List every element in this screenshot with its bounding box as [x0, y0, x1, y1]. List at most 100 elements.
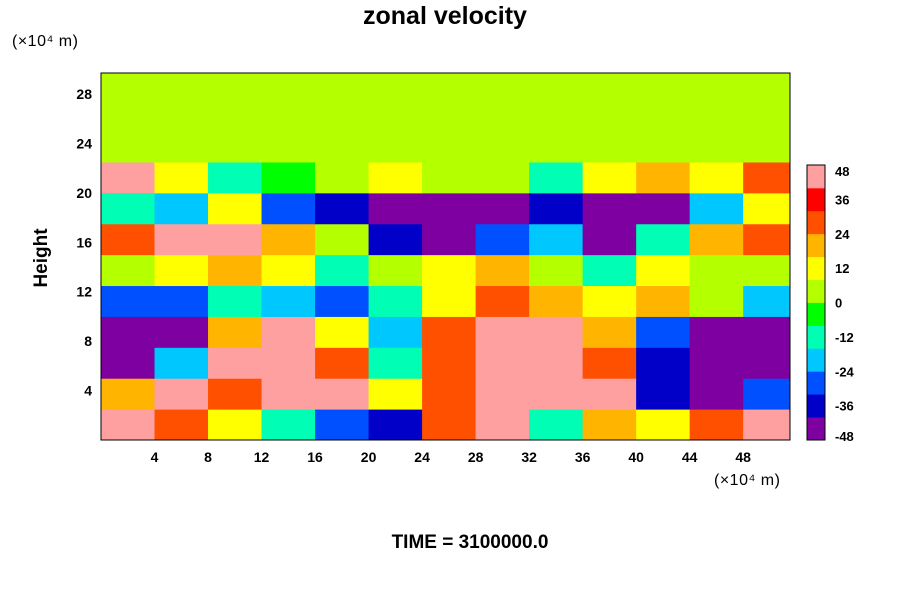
x-tick-label: 48: [735, 449, 751, 465]
heatmap-cell: [582, 254, 637, 287]
y-tick-label: 24: [76, 135, 92, 151]
heatmap-cell: [208, 285, 263, 317]
colorbar-swatch: [807, 187, 825, 212]
y-tick-label: 12: [76, 284, 92, 300]
heatmap-cell: [689, 223, 744, 256]
heatmap-cell: [261, 409, 316, 441]
x-tick-label: 32: [521, 449, 537, 465]
colorbar-tick-label: 36: [835, 192, 849, 207]
heatmap-cell: [582, 378, 637, 410]
heatmap-cell: [475, 73, 530, 101]
heatmap-cell: [422, 254, 477, 287]
x-tick-label: 20: [361, 449, 377, 465]
heatmap-cell: [582, 316, 637, 348]
heatmap-cell: [368, 285, 423, 317]
heatmap-cell: [422, 192, 477, 225]
colorbar-swatch: [807, 348, 825, 372]
colorbar-tick-label: -12: [835, 330, 854, 345]
y-tick-label: 8: [84, 333, 92, 349]
heatmap-cell: [261, 100, 316, 132]
heatmap-cell: [101, 316, 156, 348]
heatmap-cell: [261, 161, 316, 194]
heatmap-cell: [636, 347, 691, 379]
heatmap-cell: [689, 316, 744, 348]
heatmap-cell: [154, 316, 209, 348]
heatmap-cell: [154, 223, 209, 256]
heatmap-cell: [261, 192, 316, 225]
heatmap-cell: [529, 285, 584, 317]
heatmap-cell: [208, 378, 263, 410]
heatmap-cell: [315, 223, 370, 256]
heatmap-cell: [743, 73, 791, 101]
heatmap-cell: [636, 316, 691, 348]
heatmap-cell: [368, 409, 423, 441]
heatmap-cell: [689, 161, 744, 194]
colorbar-swatch: [807, 302, 825, 326]
heatmap-cell: [475, 161, 530, 194]
colorbar-tick-labels: 48 36 24 12 0 -12 -24 -36 -48: [835, 164, 855, 444]
heatmap-cell: [208, 100, 263, 132]
x-tick-label: 12: [254, 449, 270, 465]
heatmap-cell: [422, 347, 477, 379]
colorbar-swatch: [807, 279, 825, 303]
heatmap-cell: [154, 285, 209, 317]
heatmap-cell: [101, 73, 156, 101]
heatmap-cell: [743, 285, 791, 317]
plot-frame: [100, 72, 791, 441]
y-tick-labels: 4 8 12 16 20 24 28: [76, 86, 92, 399]
colorbar-swatch: [807, 233, 825, 258]
heatmap-cell: [475, 223, 530, 256]
heatmap-cell: [368, 223, 423, 256]
heatmap-cell: [368, 100, 423, 132]
heatmap-cell: [689, 347, 744, 379]
heatmap-cell: [154, 131, 209, 163]
heatmap-cell: [743, 316, 791, 348]
heatmap-cell: [636, 161, 691, 194]
heatmap-cell: [743, 409, 791, 441]
colorbar-tick-label: -24: [835, 364, 855, 379]
heatmap-cell: [368, 378, 423, 410]
heatmap-layer: [101, 73, 791, 441]
heatmap-cell: [368, 73, 423, 101]
heatmap-cell: [529, 316, 584, 348]
heatmap-cell: [529, 131, 584, 163]
y-tick-label: 28: [76, 86, 92, 102]
heatmap-cell: [582, 285, 637, 317]
colorbar-swatch: [807, 210, 825, 235]
heatmap-cell: [261, 73, 316, 101]
colorbar-swatch: [807, 394, 825, 418]
heatmap-cell: [529, 378, 584, 410]
heatmap-cell: [475, 285, 530, 317]
colorbar-tick-label: 24: [835, 227, 850, 242]
heatmap-cell: [208, 223, 263, 256]
heatmap-cell: [422, 285, 477, 317]
colorbar-tick-label: 48: [835, 164, 849, 179]
heatmap-cell: [636, 223, 691, 256]
heatmap-cell: [689, 192, 744, 225]
heatmap-cell: [315, 192, 370, 225]
heatmap-cell: [422, 378, 477, 410]
colorbar-frame: [806, 164, 826, 441]
heatmap-cell: [475, 378, 530, 410]
heatmap-cell: [529, 223, 584, 256]
heatmap-cell: [315, 378, 370, 410]
heatmap-cell: [689, 73, 744, 101]
heatmap-cell: [689, 285, 744, 317]
heatmap-cell: [208, 192, 263, 225]
chart-title: zonal velocity: [363, 2, 527, 30]
heatmap-cell: [261, 254, 316, 287]
heatmap-cell: [636, 285, 691, 317]
colorbar-tick-label: -36: [835, 399, 854, 414]
heatmap-cell: [636, 409, 691, 441]
heatmap-cell: [636, 100, 691, 132]
heatmap-cell: [636, 73, 691, 101]
heatmap-cell: [101, 161, 156, 194]
heatmap-cell: [154, 409, 209, 441]
heatmap-cell: [154, 100, 209, 132]
colorbar-swatch: [807, 256, 825, 280]
heatmap-cell: [422, 131, 477, 163]
heatmap-cell: [315, 100, 370, 132]
heatmap-cell: [261, 223, 316, 256]
heatmap-cell: [154, 378, 209, 410]
